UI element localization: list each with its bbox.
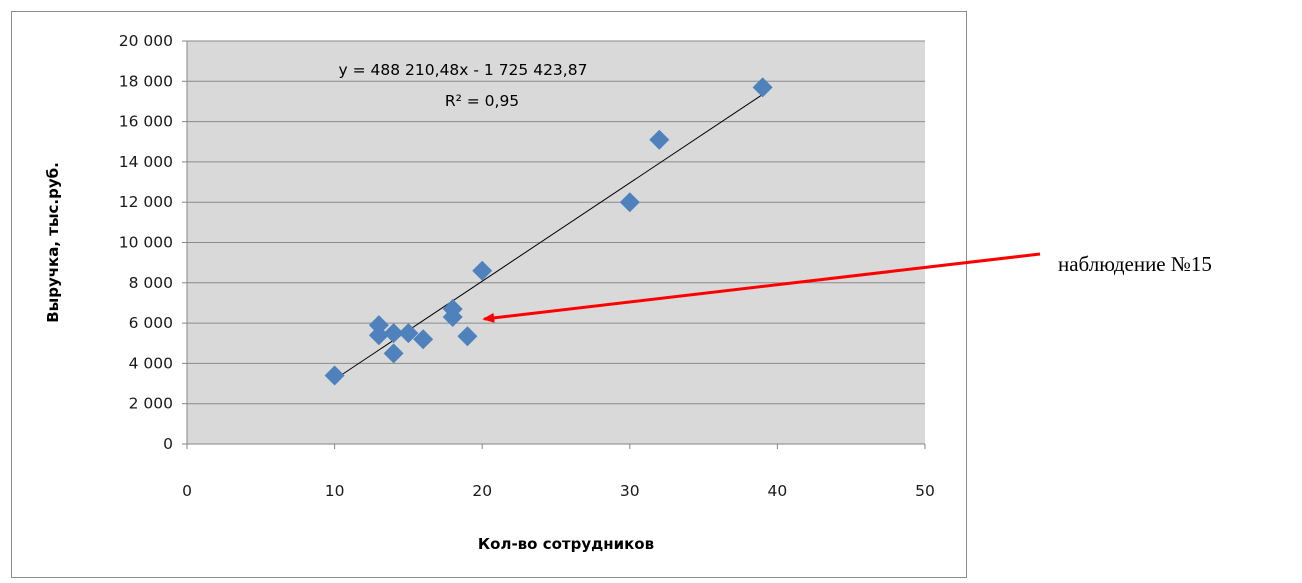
y-tick-label: 0 <box>163 435 173 453</box>
data-point <box>368 315 389 336</box>
data-point <box>383 323 404 344</box>
x-tick-label: 30 <box>620 482 640 500</box>
x-tick-label: 0 <box>182 482 192 500</box>
x-tick-label: 20 <box>472 482 492 500</box>
data-point <box>457 326 478 347</box>
x-tick-label: 50 <box>915 482 935 500</box>
x-tick-label: 40 <box>768 482 788 500</box>
x-tick-labels: 0 10 20 30 40 50 <box>182 444 935 500</box>
r-squared-label: R² = 0,95 <box>445 92 519 110</box>
callout-label: наблюдение №15 <box>1058 252 1212 276</box>
y-tick-label: 16 000 <box>119 113 173 131</box>
data-point <box>413 329 434 350</box>
data-point <box>649 129 670 150</box>
y-axis-title: Выручка, тыс.руб. <box>44 162 62 323</box>
y-tick-labels: 0 2 000 4 000 6 000 8 000 10 000 12 000 14 000 1… <box>119 32 187 453</box>
y-tick-label: 14 000 <box>119 153 173 171</box>
y-tick-label: 6 000 <box>129 314 173 332</box>
y-tick-label: 4 000 <box>129 354 173 372</box>
data-point <box>752 77 773 98</box>
y-tick-label: 2 000 <box>129 395 173 413</box>
callout-arrow <box>482 252 1041 323</box>
y-tick-label: 12 000 <box>119 193 173 211</box>
data-point <box>398 323 419 344</box>
y-tick-label: 10 000 <box>119 234 173 252</box>
data-point <box>619 192 640 213</box>
data-point <box>442 307 463 328</box>
trendline-equation-label: y = 488 210,48x - 1 725 423,87 <box>339 61 588 79</box>
data-point <box>472 260 493 281</box>
data-point <box>383 343 404 364</box>
y-tick-label: 20 000 <box>119 32 173 50</box>
y-tick-label: 8 000 <box>129 274 173 292</box>
x-axis-title: Кол-во сотрудников <box>478 535 654 553</box>
x-tick-label: 10 <box>325 482 345 500</box>
y-tick-label: 18 000 <box>119 72 173 90</box>
data-points <box>324 77 773 386</box>
data-point <box>324 365 345 386</box>
data-point <box>368 325 389 346</box>
